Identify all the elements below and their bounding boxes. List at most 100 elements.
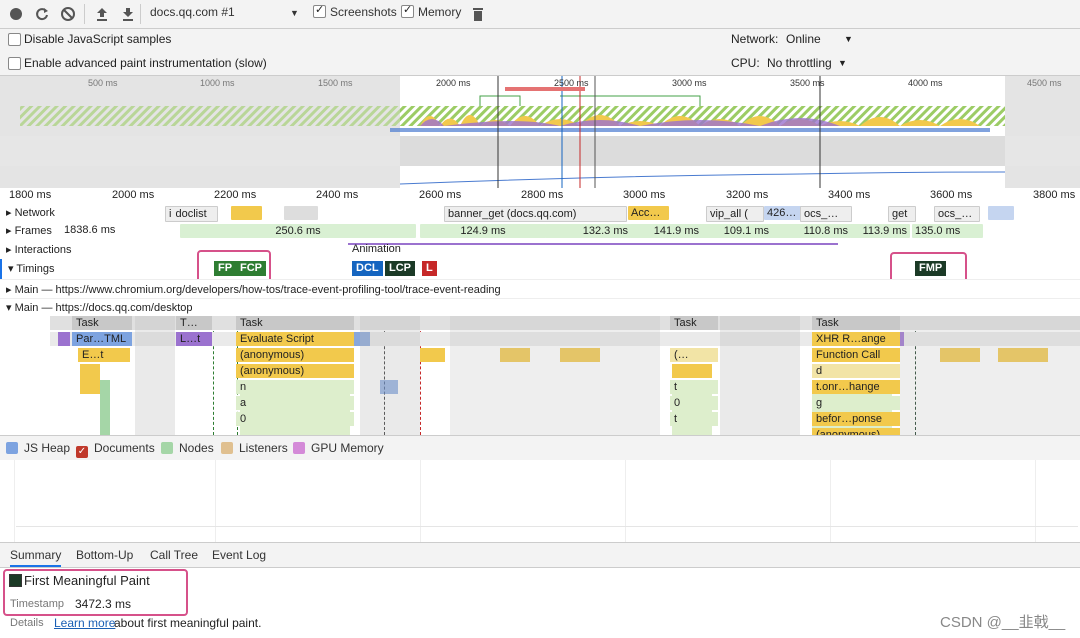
dcl-marker[interactable]: DCL <box>352 261 383 276</box>
task-bar[interactable]: T… <box>176 316 212 330</box>
fcp-marker[interactable]: FCP <box>236 261 266 276</box>
advanced-paint-checkbox[interactable] <box>8 57 21 71</box>
overview-tick: 3000 ms <box>672 78 707 88</box>
trash-icon[interactable] <box>470 6 486 22</box>
frame-duration[interactable]: 109.1 ms <box>700 224 772 238</box>
gpu-memory-toggle[interactable]: GPU Memory <box>293 441 384 455</box>
animation-bar[interactable] <box>348 240 838 245</box>
nodes-toggle[interactable]: Nodes <box>161 441 214 455</box>
frame-duration[interactable]: 141.9 ms <box>630 224 702 238</box>
network-request[interactable]: vip_all ( <box>706 206 764 222</box>
network-request[interactable]: get <box>888 206 916 222</box>
record-icon[interactable] <box>8 6 24 22</box>
divider <box>84 4 85 24</box>
fmp-marker[interactable]: FMP <box>915 261 947 276</box>
learn-more-link[interactable]: Learn more <box>54 616 116 630</box>
download-icon[interactable] <box>120 6 136 22</box>
flame-bar[interactable] <box>670 332 718 346</box>
tab-summary[interactable]: Summary <box>10 548 62 567</box>
network-track[interactable]: ▸ Network i doclist banner_get (docs.qq.c… <box>0 204 1080 222</box>
function-bar[interactable]: 0 <box>670 396 718 410</box>
onreadystatechange-bar[interactable]: t.onr…hange <box>812 380 900 394</box>
load-marker[interactable]: L <box>422 261 437 276</box>
function-bar[interactable]: g <box>812 396 900 410</box>
network-request[interactable]: ocs_… <box>934 206 980 222</box>
summary-highlight <box>3 569 188 616</box>
cpu-label: CPU: <box>731 56 760 70</box>
fp-marker[interactable]: FP <box>214 261 237 276</box>
network-select[interactable]: Online <box>786 32 821 46</box>
network-request[interactable]: banner_get (docs.qq.com) <box>444 206 627 222</box>
overview-tick: 4000 ms <box>908 78 943 88</box>
task-bar[interactable]: Task <box>812 316 900 330</box>
anonymous-bar[interactable]: (anonymous) <box>812 428 900 436</box>
network-request[interactable]: ocs_… <box>800 206 852 222</box>
js-heap-toggle[interactable]: JS Heap <box>6 441 70 455</box>
function-bar[interactable]: 0 <box>236 412 354 426</box>
parse-html-bar[interactable]: Par…TML <box>72 332 132 346</box>
chevron-down-icon[interactable]: ▼ <box>290 8 299 18</box>
upload-icon[interactable] <box>94 6 110 22</box>
function-bar[interactable]: t <box>670 412 718 426</box>
overview-graph[interactable] <box>0 76 1080 188</box>
layout-bar[interactable]: L…t <box>176 332 212 346</box>
xhr-bar[interactable]: XHR R…ange <box>812 332 900 346</box>
timeline-overview[interactable]: 500 ms 1000 ms 1500 ms 2000 ms 2500 ms 3… <box>0 76 1080 189</box>
listeners-toggle[interactable]: Listeners <box>221 441 288 455</box>
overview-tick: 3500 ms <box>790 78 825 88</box>
memory-checkbox[interactable] <box>401 3 414 19</box>
anonymous-bar[interactable]: (anonymous) <box>236 364 354 378</box>
function-bar[interactable]: d <box>812 364 900 378</box>
summary-title: First Meaningful Paint <box>24 573 150 588</box>
network-request[interactable] <box>988 206 1014 220</box>
flame-chart[interactable]: Task T… Task Task Task Par…TML L…t Evalu… <box>0 316 1080 436</box>
lcp-marker[interactable]: LCP <box>385 261 415 276</box>
frame-duration[interactable]: 1838.6 ms <box>64 224 116 236</box>
network-request[interactable]: 426… <box>764 206 802 220</box>
profile-select[interactable]: docs.qq.com #1 <box>150 5 235 19</box>
frames-track[interactable]: ▸ Frames 1838.6 ms 250.6 ms 124.9 ms 132… <box>0 222 1080 240</box>
main-thread-track[interactable]: ▾ Main — https://docs.qq.com/desktop <box>0 298 1080 317</box>
tab-event-log[interactable]: Event Log <box>212 548 267 562</box>
function-bar[interactable]: a <box>236 396 354 410</box>
function-call-bar[interactable]: Function Call <box>812 348 900 362</box>
tab-call-tree[interactable]: Call Tree <box>150 548 199 562</box>
ruler-tick: 2600 ms <box>419 189 462 201</box>
cpu-select[interactable]: No throttling <box>767 56 832 70</box>
timings-track[interactable]: ▾ Timings FP FCP DCL LCP L FMP <box>0 250 1080 283</box>
disable-js-samples-checkbox[interactable] <box>8 33 21 47</box>
frame-duration[interactable]: 132.3 ms <box>545 224 631 238</box>
event-bar[interactable]: E…t <box>78 348 110 362</box>
main-thread-track[interactable]: ▸ Main — https://www.chromium.org/develo… <box>0 279 1080 299</box>
chevron-down-icon[interactable]: ▼ <box>844 34 853 44</box>
clear-icon[interactable] <box>60 6 76 22</box>
frame-duration[interactable]: 113.9 ms <box>850 224 910 238</box>
before-response-bar[interactable]: befor…ponse <box>812 412 900 426</box>
anonymous-bar[interactable]: (… <box>670 348 718 362</box>
tab-bottom-up[interactable]: Bottom-Up <box>76 548 134 562</box>
function-bar[interactable]: t <box>670 380 718 394</box>
anonymous-bar[interactable]: (anonymous) <box>236 348 354 362</box>
chevron-down-icon[interactable]: ▼ <box>838 58 847 68</box>
documents-toggle[interactable]: ✓ Documents <box>76 441 155 458</box>
network-request[interactable]: i doclist <box>165 206 218 222</box>
frame-duration[interactable]: 250.6 ms <box>180 224 416 238</box>
task-bar[interactable]: Task <box>670 316 718 330</box>
frame-duration[interactable]: 135.0 ms <box>912 224 983 238</box>
flame-chart-bars[interactable] <box>0 316 1080 436</box>
network-request[interactable] <box>284 206 318 220</box>
task-bar[interactable]: Task <box>236 316 354 330</box>
reload-icon[interactable] <box>34 6 50 22</box>
network-request[interactable]: Acc… <box>628 206 669 220</box>
screenshots-checkbox[interactable] <box>313 3 326 19</box>
evaluate-script-bar[interactable]: Evaluate Script <box>236 332 354 346</box>
memory-chart[interactable] <box>0 460 1080 543</box>
task-bar[interactable]: Task <box>72 316 132 330</box>
frame-duration[interactable]: 124.9 ms <box>420 224 546 238</box>
frame-duration[interactable]: 110.8 ms <box>770 224 851 238</box>
overview-tick: 2000 ms <box>436 78 471 88</box>
function-bar[interactable]: n <box>236 380 354 394</box>
disable-js-samples-label: Disable JavaScript samples <box>24 32 172 46</box>
network-request[interactable] <box>231 206 262 220</box>
details-label: Details <box>10 617 44 629</box>
